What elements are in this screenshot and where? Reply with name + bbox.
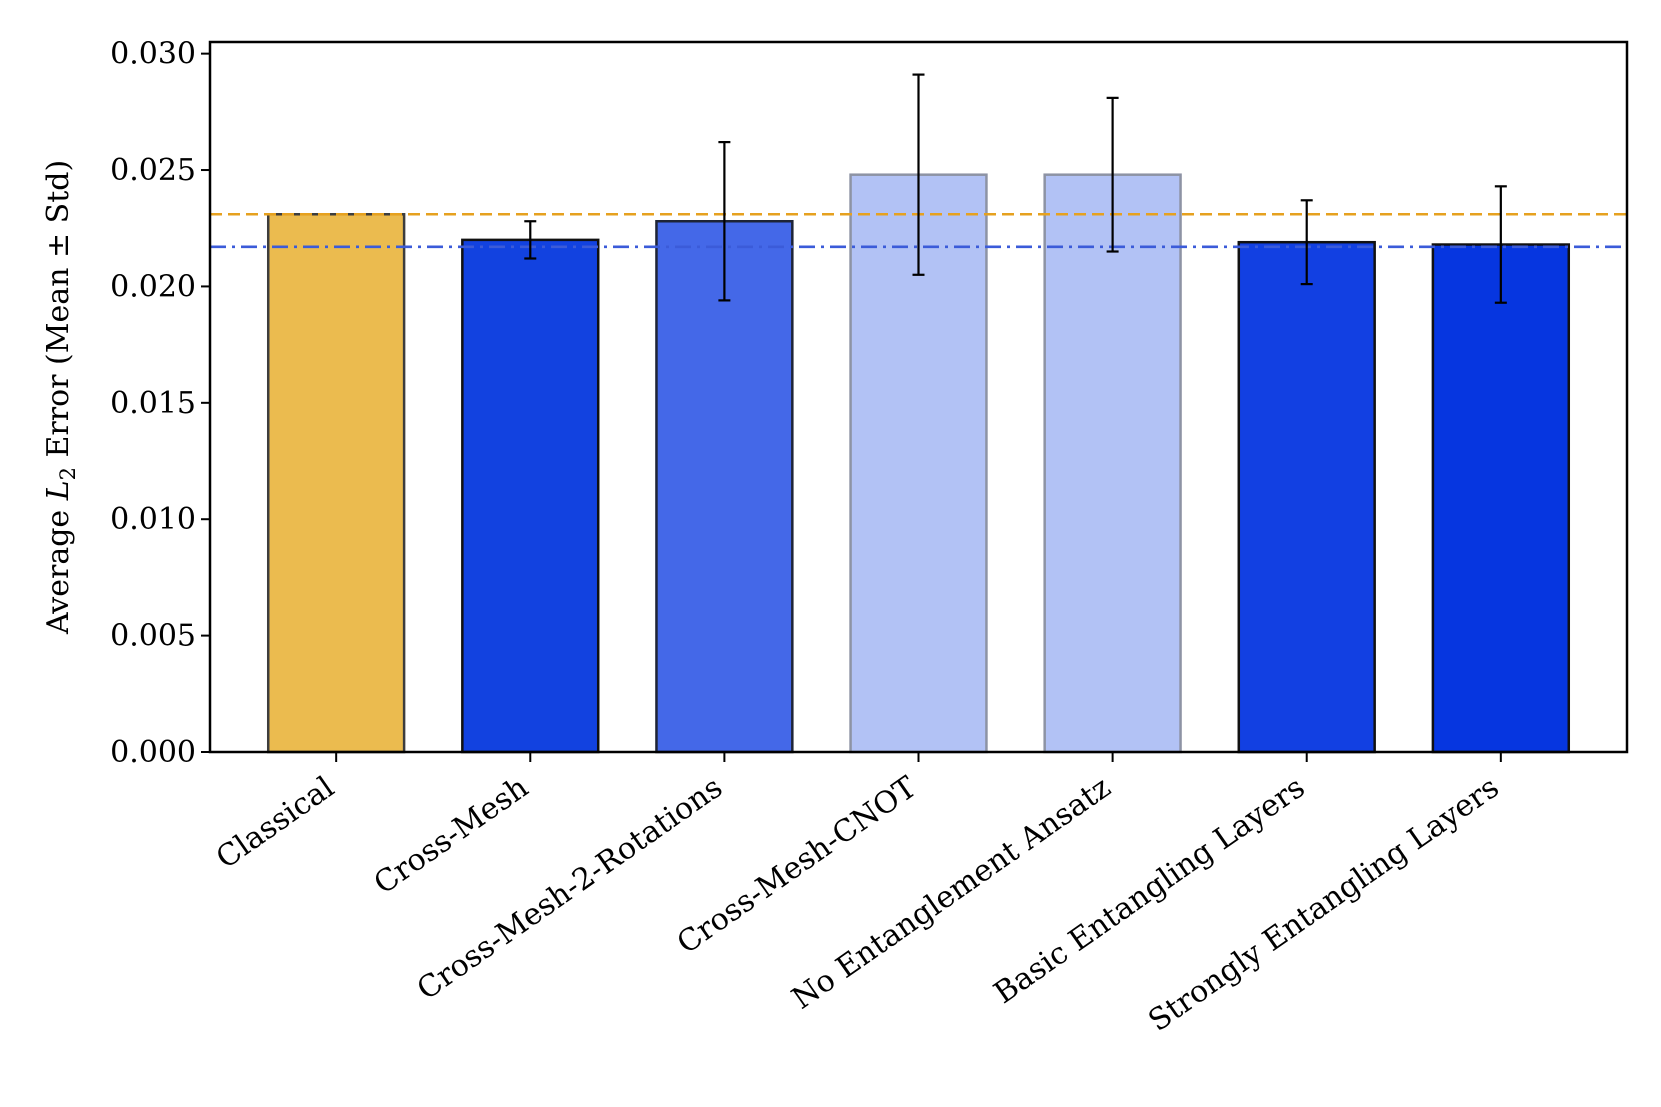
error-bar-1 xyxy=(524,220,537,260)
y-axis-label-prefix: Average xyxy=(41,500,76,635)
y-tick-label: 0.005 xyxy=(110,619,196,654)
x-tick-label: Cross-Mesh xyxy=(368,770,535,902)
x-axis-ticks: Classical Cross-MeshCross-Mesh-2-Rotation… xyxy=(210,752,1505,1039)
error-bar-3 xyxy=(912,73,925,276)
y-axis-label-suffix: Error (Mean ± Std) xyxy=(41,160,76,467)
x-tick-label: Cross-Mesh-2-Rotations xyxy=(411,770,729,1007)
error-bar-2 xyxy=(718,140,731,302)
y-tick-label: 0.015 xyxy=(110,386,196,421)
bar-0 xyxy=(266,213,406,754)
x-tick-label: Basic Entangling Layers xyxy=(988,770,1312,1011)
error-bars-layer xyxy=(524,73,1507,304)
x-tick-label: Classical xyxy=(210,770,341,876)
error-bar-4 xyxy=(1106,96,1119,253)
y-axis-label: Average L2 Error (Mean ± Std) xyxy=(41,160,80,635)
bar-4 xyxy=(1043,173,1182,754)
y-tick-label: 0.020 xyxy=(110,269,196,304)
y-tick-label: 0.010 xyxy=(110,502,196,537)
y-axis-label-sub: 2 xyxy=(56,467,80,480)
y-axis-ticks: 0.000 0.005 0.010 0.015 0.020 0.025 0.030 xyxy=(110,37,210,770)
y-tick-label: 0.025 xyxy=(110,153,196,188)
bar-6 xyxy=(1431,243,1571,754)
x-tick-label: Strongly Entangling Layers xyxy=(1142,770,1505,1039)
y-tick-label: 0.000 xyxy=(110,735,196,770)
y-axis-label-var: L xyxy=(41,480,76,501)
error-bar-5 xyxy=(1300,199,1313,286)
x-tick-label: No Entanglement Ansatz xyxy=(786,770,1117,1017)
error-bar-6 xyxy=(1494,185,1507,304)
y-tick-label: 0.030 xyxy=(110,37,196,72)
bars-layer xyxy=(266,173,1571,754)
bar-1 xyxy=(461,238,600,754)
bar-5 xyxy=(1237,240,1376,754)
